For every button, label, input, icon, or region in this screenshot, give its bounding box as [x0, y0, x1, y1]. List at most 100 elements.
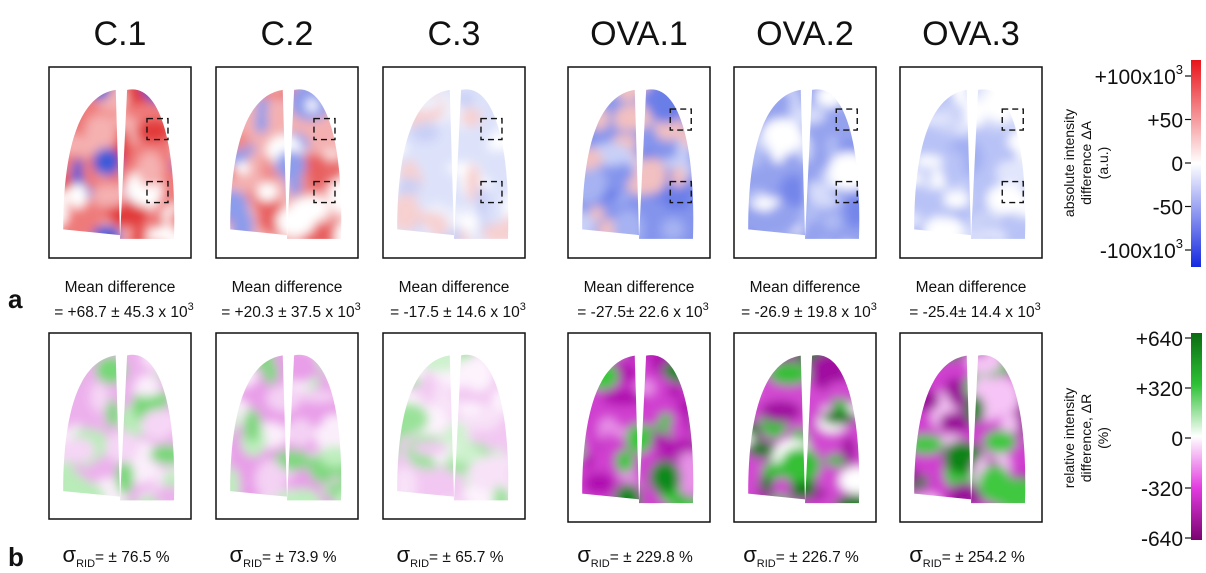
heatmap-blob: [786, 55, 800, 82]
heatmap-blob: [662, 507, 680, 533]
heatmap-blob: [501, 89, 509, 99]
heatmap-blob: [833, 493, 860, 504]
heatmap-blob: [71, 158, 86, 192]
heatmap-blob: [985, 355, 1001, 373]
sigma-subscript: RID: [591, 558, 610, 570]
heatmap-blob: [177, 504, 191, 518]
heatmap-blob: [242, 408, 262, 442]
heatmap-blob: [135, 241, 172, 259]
sigma-subscript: RID: [410, 558, 429, 570]
sigma-subscript: RID: [757, 558, 776, 570]
heatmap-blob: [601, 388, 646, 406]
caption-exponent: 3: [355, 301, 361, 313]
heatmap-blob: [239, 102, 256, 136]
sigma-symbol: σ: [63, 542, 77, 567]
heatmap-blob: [153, 486, 175, 501]
heatmap-blob: [838, 59, 851, 85]
heatmap-blob: [1016, 412, 1026, 433]
roi-box: [835, 108, 858, 131]
heatmap-blob: [176, 131, 204, 170]
heatmap-blob: [133, 224, 146, 239]
heatmap-blob: [986, 183, 1026, 215]
heatmap-blob: [688, 357, 694, 388]
heatmap-blob: [613, 114, 640, 131]
heatmap-blob: [110, 245, 124, 269]
heatmap-blob: [397, 142, 407, 155]
heatmap-blob: [582, 89, 589, 91]
heatmap-blob: [105, 431, 140, 463]
caption-text: = +68.7 ± 45.3 x 10: [54, 304, 188, 321]
heatmap-blob: [916, 136, 938, 149]
heatmap-blob: [748, 142, 765, 169]
heatmap-blob: [315, 354, 342, 374]
heatmap-blob: [754, 332, 792, 349]
heatmap-blob: [952, 89, 969, 107]
tick-text: +50: [1147, 110, 1183, 133]
heatmap-blob: [172, 155, 175, 174]
heatmap-blob: [964, 395, 985, 425]
heatmap-blob: [129, 499, 169, 501]
heatmap-blob: [397, 143, 405, 156]
sigma-subscript: RID: [243, 558, 262, 570]
heatmap-blob: [689, 356, 694, 393]
caption: = -27.5± 22.6 x 103: [577, 301, 708, 321]
heatmap-blob: [620, 355, 651, 359]
tick-text: 0: [1171, 153, 1183, 176]
tick-text: -320: [1141, 478, 1183, 501]
heatmap-blob: [613, 209, 644, 239]
heatmap-blob: [833, 168, 860, 185]
heatmap-blob: [826, 135, 839, 159]
heatmap-blob: [818, 355, 834, 378]
caption: Mean difference: [399, 279, 510, 296]
heatmap-blob: [250, 135, 269, 148]
heatmap-blob: [667, 384, 683, 399]
heatmap-blob: [748, 207, 761, 239]
heatmap-blob: [463, 355, 494, 392]
heatmap-blob: [938, 411, 972, 434]
heatmap-blob: [329, 371, 342, 385]
sigma-caption: σRID= ± 226.7 %: [743, 542, 859, 570]
heatmap-blob: [157, 354, 175, 364]
heatmap-blob: [328, 176, 342, 216]
heatmap-blob: [859, 498, 860, 504]
caption-exponent: 3: [520, 301, 526, 313]
heatmap-blob: [230, 355, 233, 395]
heatmap-blob: [397, 89, 403, 104]
heatmap-blob: [914, 355, 922, 365]
sigma-subscript: RID: [923, 558, 942, 570]
image-frame: [733, 332, 877, 523]
caption: Mean difference: [750, 279, 861, 296]
sigma-text: = ± 65.7 %: [429, 549, 504, 566]
heatmap-blob: [748, 89, 769, 99]
heatmap-blob: [230, 396, 251, 428]
heatmap-blob: [914, 112, 921, 139]
heatmap-blob: [855, 365, 860, 378]
heatmap-blob: [696, 233, 709, 271]
heatmap-blob: [670, 166, 687, 188]
heatmap-blob: [679, 451, 694, 474]
heatmap-blob: [582, 416, 600, 456]
heatmap-blob: [768, 89, 792, 113]
heatmap-blob: [230, 466, 240, 501]
heatmap-blob: [319, 446, 342, 467]
heatmap-blob: [313, 129, 342, 153]
image-frame: [899, 66, 1043, 259]
heatmap-blob: [748, 355, 749, 369]
panel-label: a: [8, 284, 23, 314]
heatmap-blob: [428, 502, 466, 515]
heatmap-blob: [675, 183, 694, 200]
heatmap: [582, 355, 694, 533]
heatmap-blob: [230, 130, 251, 151]
heatmap-blob: [92, 147, 121, 176]
image-frame: [48, 332, 192, 520]
caption: = -17.5 ± 14.6 x 103: [390, 301, 526, 321]
heatmap-blob: [941, 149, 965, 189]
column-title: C.3: [428, 15, 481, 53]
heatmap-blob: [895, 450, 908, 473]
heatmap-blob: [214, 71, 243, 86]
image-frame: [567, 332, 711, 523]
caption-text: = +20.3 ± 37.5 x 10: [221, 304, 355, 321]
heatmap-blob: [844, 194, 860, 229]
heatmap-blob: [299, 390, 339, 403]
